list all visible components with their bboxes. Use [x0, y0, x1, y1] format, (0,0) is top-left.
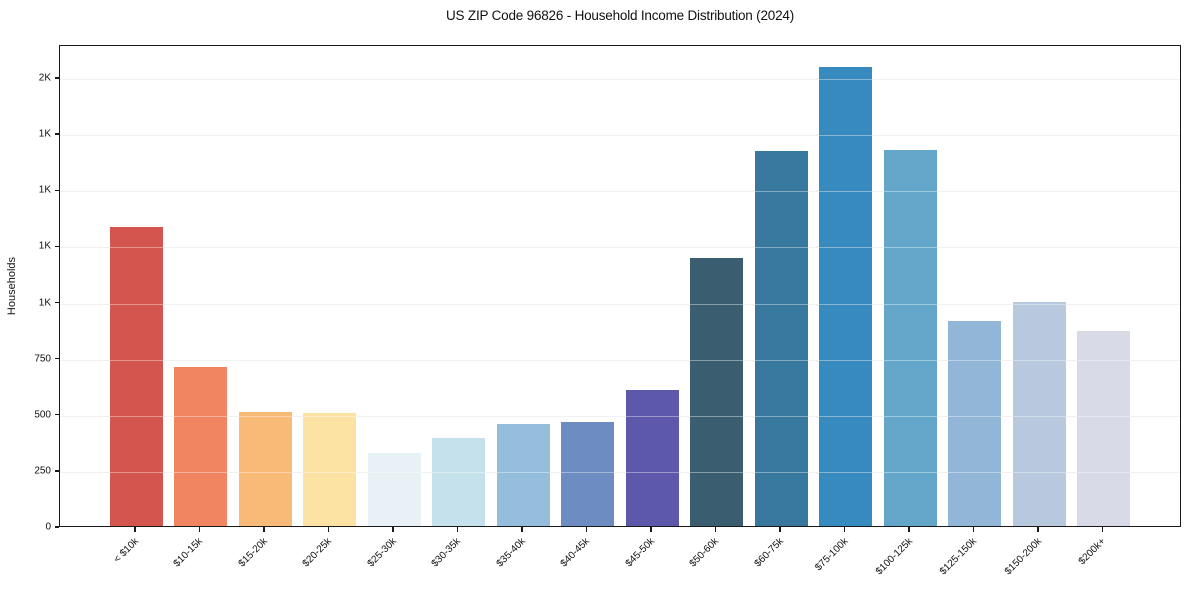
gridline-overlay [60, 191, 1180, 193]
bar-$30-35k [432, 438, 485, 526]
gridline-overlay [60, 247, 1180, 249]
x-tick-mark [1037, 527, 1039, 532]
bar-$35-40k [496, 423, 550, 526]
x-tick-label: < $10k [111, 536, 141, 566]
gridline [60, 471, 1180, 473]
x-tick-mark [779, 527, 781, 532]
plot-area [59, 45, 1181, 527]
gridline-overlay [60, 359, 1180, 361]
x-tick-label: $10-15k [171, 536, 206, 570]
x-tick-label: $100-125k [873, 536, 915, 578]
bar-$15-20k [238, 411, 292, 526]
y-tick-label: 1K [38, 240, 51, 252]
y-tick-label: 1K [38, 184, 51, 196]
x-tick-label: $35-40k [494, 536, 528, 570]
x-tick-mark [1101, 527, 1104, 532]
bar-$125-150k [948, 320, 1001, 526]
y-tick-mark [54, 189, 59, 191]
bar-< $10k [109, 227, 163, 526]
bar-$75-100k [819, 66, 872, 526]
y-tick-label: 2K [38, 72, 51, 84]
x-tick-mark [327, 527, 330, 532]
gridline-overlay [60, 79, 1180, 80]
x-tick-label: $75-100k [813, 536, 851, 574]
x-tick-mark [908, 527, 910, 532]
x-tick-label: $200k+ [1077, 536, 1109, 568]
y-tick-mark [54, 414, 59, 416]
gridline [60, 191, 1180, 193]
x-tick-mark [585, 527, 588, 532]
x-tick-label: $45-50k [623, 536, 657, 570]
x-tick-label: $25-30k [365, 536, 399, 570]
y-tick-mark [54, 470, 59, 472]
x-tick-label: $125-150k [938, 536, 980, 578]
bar-$25-30k [367, 453, 421, 526]
gridline [60, 79, 1180, 80]
x-tick-mark [521, 527, 523, 532]
gridline-overlay [60, 471, 1180, 473]
bar-$45-50k [625, 390, 679, 526]
gridline-overlay [60, 135, 1180, 137]
x-tick-mark [392, 527, 394, 532]
y-tick-mark [54, 357, 59, 360]
bar-$100-125k [883, 149, 937, 526]
bar-$60-75k [754, 151, 808, 526]
x-tick-mark [456, 527, 459, 532]
gridline [60, 359, 1180, 361]
x-tick-label: $15-20k [236, 536, 270, 570]
y-tick-label: 500 [34, 409, 51, 421]
y-tick-label: 1K [38, 297, 51, 308]
x-tick-label: $50-60k [687, 536, 722, 570]
bar-$10-15k [174, 366, 227, 526]
y-tick-label: 750 [34, 353, 51, 365]
y-tick-mark [54, 245, 59, 248]
x-tick-label: $40-45k [558, 536, 593, 570]
x-tick-label: $30-35k [429, 536, 464, 570]
bar-$200k+ [1077, 330, 1130, 526]
y-tick-mark [54, 526, 59, 528]
x-tick-mark [972, 527, 975, 532]
gridline [60, 303, 1180, 305]
x-tick-label: $150-200k [1002, 536, 1044, 578]
y-tick-mark [54, 133, 59, 135]
x-tick-mark [650, 527, 652, 532]
gridline [60, 415, 1180, 417]
x-tick-label: $60-75k [752, 536, 786, 570]
gridline-overlay [60, 415, 1180, 417]
bar-$40-45k [561, 421, 614, 526]
gridline-overlay [60, 303, 1180, 305]
bar-$50-60k [690, 257, 743, 526]
y-tick-mark [54, 77, 59, 79]
x-tick-mark [714, 527, 717, 532]
bar-$20-25k [303, 412, 356, 526]
y-axis-label-container: Households [6, 45, 18, 527]
x-tick-mark [198, 527, 201, 532]
gridline [60, 247, 1180, 249]
y-tick-label: 1K [38, 128, 51, 140]
gridline [60, 135, 1180, 137]
x-tick-mark [134, 527, 136, 532]
bar-$150-200k [1012, 301, 1066, 526]
x-tick-mark [843, 527, 846, 532]
y-tick-label: 0 [45, 521, 51, 533]
chart-title: US ZIP Code 96826 - Household Income Dis… [446, 8, 794, 23]
y-tick-mark [54, 301, 59, 304]
x-tick-mark [263, 527, 265, 532]
y-tick-label: 250 [34, 465, 51, 477]
x-tick-label: $20-25k [300, 536, 335, 570]
